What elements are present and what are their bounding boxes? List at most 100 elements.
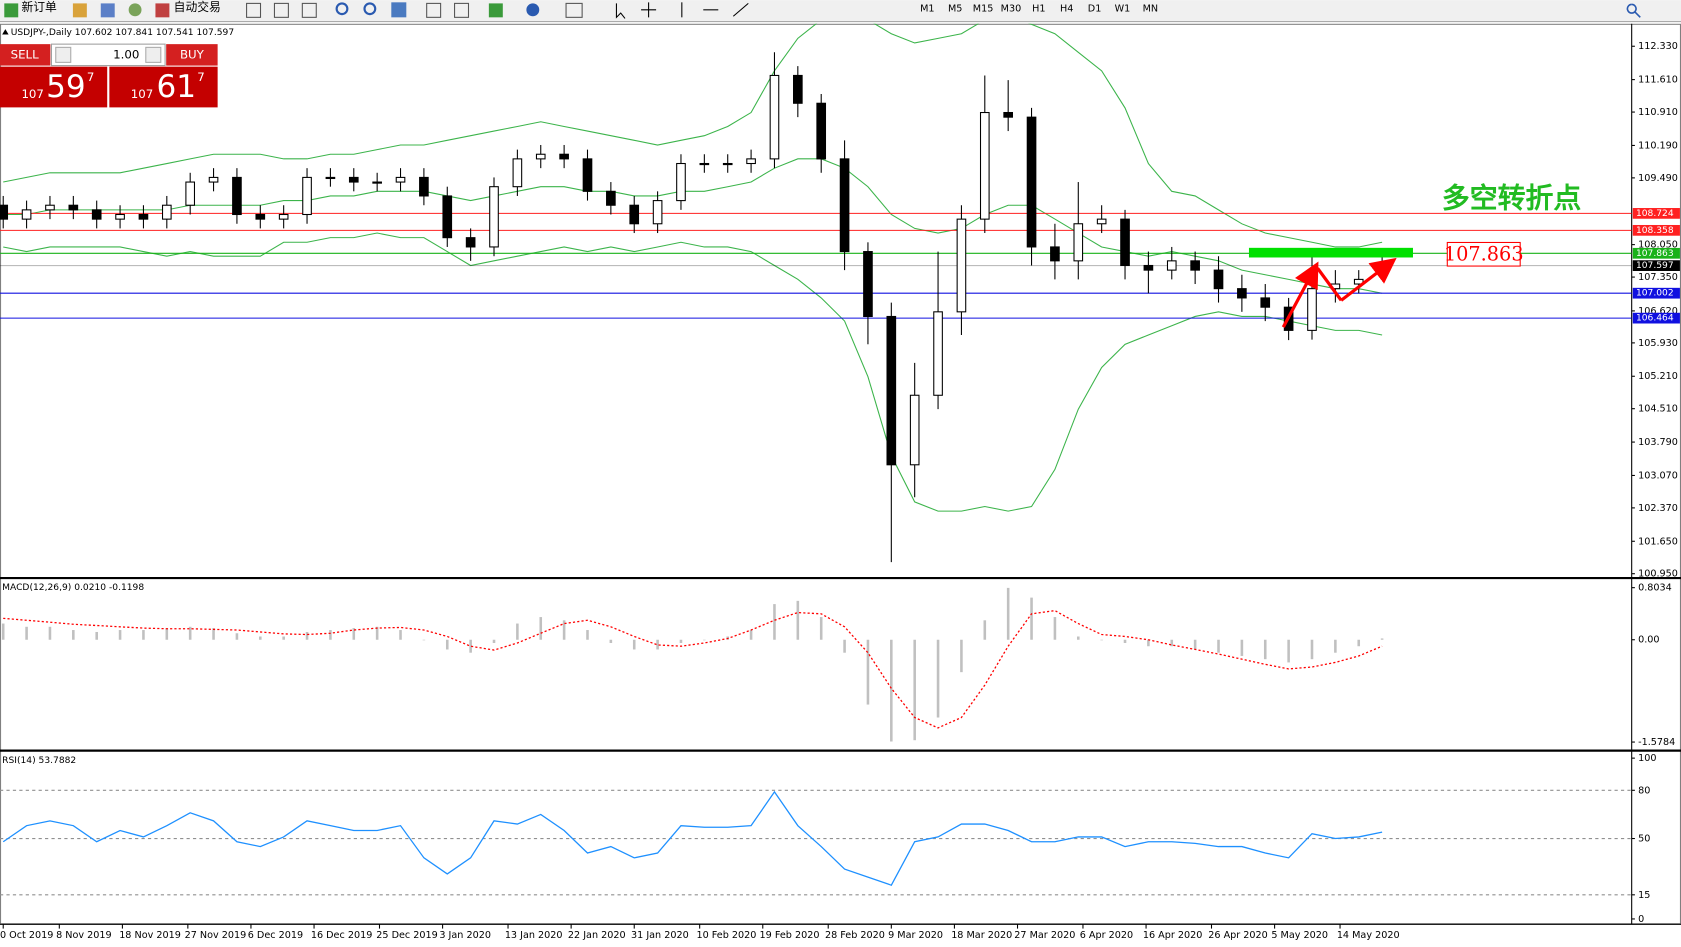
- toolbar-new-order[interactable]: 新订单: [21, 0, 57, 14]
- price-label-bg: [1632, 208, 1680, 219]
- sell-pips[interactable]: 59: [46, 69, 86, 105]
- toolbar-auto-trade[interactable]: 自动交易: [174, 0, 221, 14]
- y-tick-label: 105.210: [1638, 371, 1678, 382]
- icon[interactable]: [72, 3, 87, 18]
- toolbar: [0, 0, 1681, 22]
- lots-input[interactable]: [50, 43, 166, 67]
- icon[interactable]: [246, 2, 262, 18]
- icon[interactable]: [100, 3, 115, 18]
- timeframe-button[interactable]: M1: [920, 4, 934, 15]
- candle-body: [629, 204, 640, 225]
- y-tick-label: -1.5784: [1638, 737, 1675, 748]
- sell-fraction[interactable]: 7: [87, 70, 95, 84]
- candle-body: [21, 209, 32, 220]
- sell-prefix[interactable]: 107: [21, 87, 44, 101]
- y-tick-label: 112.330: [1638, 41, 1678, 52]
- icon[interactable]: [526, 3, 540, 17]
- buy-label[interactable]: BUY: [180, 47, 205, 61]
- timeframe-button[interactable]: W1: [1115, 4, 1131, 15]
- icon[interactable]: [488, 3, 503, 18]
- macd-bar: [235, 633, 239, 640]
- icon-auto-trade[interactable]: [155, 3, 170, 18]
- icon[interactable]: [273, 2, 289, 18]
- timeframe-button[interactable]: MN: [1143, 4, 1159, 15]
- y-tick-label: 105.930: [1638, 338, 1678, 349]
- candle-body: [793, 74, 803, 104]
- macd-bar: [960, 639, 963, 673]
- price-label: 106.464: [1636, 314, 1674, 324]
- macd-bar: [165, 628, 169, 640]
- rsi-title: RSI(14) 53.7882: [2, 756, 76, 766]
- timeframe-button[interactable]: M30: [1001, 4, 1022, 15]
- macd-bar: [539, 617, 543, 640]
- icon-new-order[interactable]: [4, 3, 19, 18]
- y-tick-label: 102.370: [1638, 503, 1678, 514]
- buy-pips[interactable]: 61: [157, 69, 197, 105]
- timeframe-button[interactable]: D1: [1088, 4, 1102, 15]
- sell-button[interactable]: [0, 44, 51, 66]
- macd-panel: 0.8034 0.00 -1.5784: [1, 583, 1675, 748]
- y-tick-label: 108.050: [1638, 240, 1678, 251]
- candle-body: [956, 218, 967, 313]
- timeframe-button[interactable]: H4: [1060, 4, 1073, 15]
- macd-bar: [118, 630, 122, 640]
- macd-bar: [1240, 639, 1244, 656]
- macd-bar: [913, 639, 916, 741]
- lots-down[interactable]: [55, 46, 72, 63]
- candle-body: [255, 213, 266, 220]
- x-tick-label: 6 Apr 2020: [1080, 930, 1133, 941]
- macd-bar: [562, 620, 566, 640]
- macd-bar: [819, 617, 823, 640]
- toolbar-icons: [4, 2, 1641, 19]
- macd-bar: [1263, 639, 1267, 660]
- icon[interactable]: [301, 2, 317, 18]
- y-tick-label: 103.070: [1638, 470, 1678, 481]
- timeframe-button[interactable]: M15: [973, 4, 994, 15]
- candle-body: [232, 176, 242, 216]
- lots-value[interactable]: 1.00: [113, 47, 139, 61]
- timeframe-button[interactable]: H1: [1032, 4, 1045, 15]
- candle-body: [535, 153, 546, 160]
- arrow: [1340, 257, 1397, 302]
- icon[interactable]: [128, 3, 142, 17]
- icon-trendline[interactable]: [732, 2, 749, 17]
- macd-bar: [492, 639, 496, 643]
- macd-bar: [445, 639, 449, 650]
- buy-prefix[interactable]: 107: [131, 87, 154, 101]
- x-tick-label: 10 Feb 2020: [696, 930, 756, 941]
- x-tick-label: 19 Feb 2020: [760, 930, 820, 941]
- candle-body: [465, 237, 476, 248]
- candle-body: [1050, 246, 1060, 262]
- macd-bar: [1310, 639, 1314, 660]
- icon[interactable]: [454, 2, 470, 18]
- icon[interactable]: [391, 2, 407, 18]
- macd-bar: [212, 628, 215, 640]
- sell-label[interactable]: SELL: [11, 47, 39, 61]
- buy-price-box[interactable]: [109, 66, 218, 108]
- timeframe-button[interactable]: M5: [948, 4, 962, 15]
- annotation-price: 107.863: [1444, 242, 1524, 265]
- icon[interactable]: [426, 2, 442, 18]
- candle-body: [1120, 218, 1130, 267]
- y-tick-label: 0.00: [1638, 635, 1659, 646]
- price-label: 107.002: [1636, 289, 1674, 299]
- icon-cursor[interactable]: [615, 3, 626, 19]
- candle-body: [1143, 264, 1154, 271]
- macd-bar: [773, 604, 776, 640]
- buy-fraction[interactable]: 7: [197, 70, 205, 84]
- macd-bar: [1170, 639, 1174, 647]
- icon-crosshair[interactable]: [641, 2, 657, 18]
- macd-signal: [3, 609, 1383, 729]
- macd-bar: [1100, 639, 1103, 641]
- icon-zoom-in[interactable]: [335, 2, 349, 16]
- macd-bar: [1380, 638, 1384, 640]
- macd-bar: [1006, 587, 1010, 640]
- candle-body: [1237, 288, 1247, 299]
- lots-up[interactable]: [145, 46, 162, 63]
- icon-zoom-out[interactable]: [363, 2, 377, 16]
- sell-price-box[interactable]: [0, 66, 108, 108]
- buy-button[interactable]: [166, 44, 218, 66]
- icon-search[interactable]: [1626, 3, 1641, 18]
- icon[interactable]: [565, 2, 583, 18]
